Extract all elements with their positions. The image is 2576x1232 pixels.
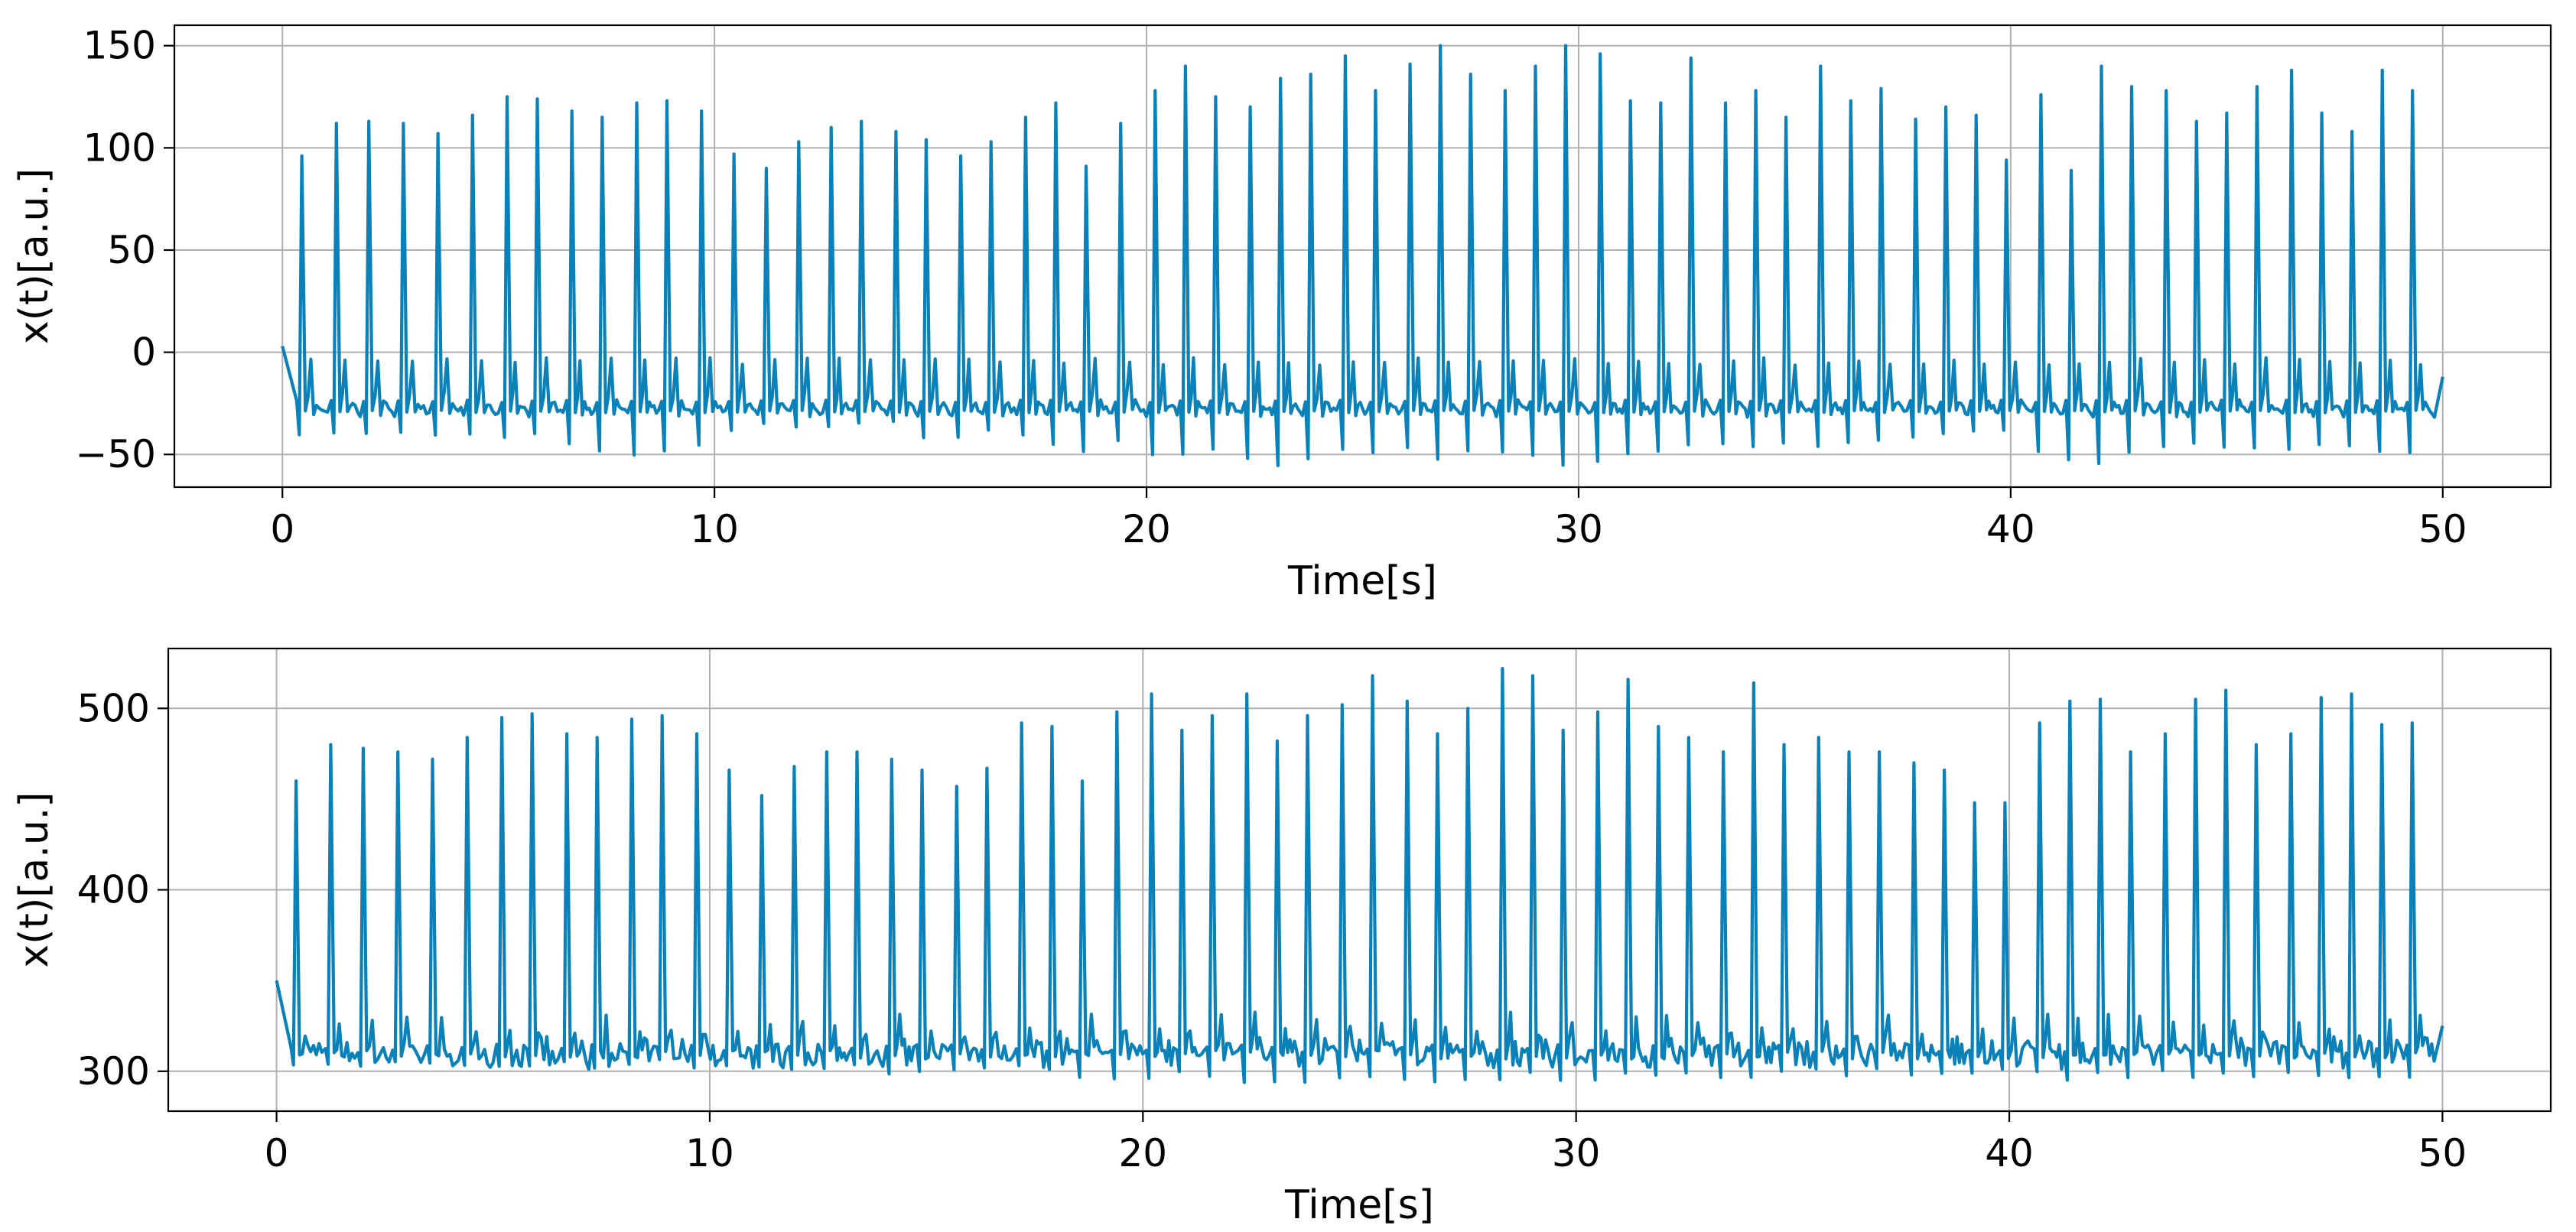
bottom-chart-y-axis-label: x(t)[a.u.] bbox=[11, 792, 57, 967]
bottom-chart-axes-frame bbox=[167, 647, 2552, 1113]
top-chart-x-axis-label: Time[s] bbox=[1287, 558, 1437, 604]
bottom-chart-grid bbox=[168, 649, 2551, 1111]
top-chart: 0 10 20 30 40 50 −50 0 50 100 150 Time[s] x(t)[a.… bbox=[11, 24, 2552, 604]
top-chart-y-tick-label: 100 bbox=[83, 125, 156, 170]
top-chart-x-tick-label: 0 bbox=[270, 507, 294, 551]
bottom-chart-signal-path bbox=[275, 667, 2444, 1084]
bottom-chart-x-tick-label: 0 bbox=[265, 1131, 289, 1175]
bottom-chart-x-ticks: 0 10 20 30 40 50 bbox=[265, 1111, 2467, 1175]
bottom-chart-series-line bbox=[275, 667, 2444, 1084]
bottom-chart-x-tick-label: 50 bbox=[2418, 1131, 2467, 1175]
top-chart-y-tick-label: 0 bbox=[132, 330, 156, 375]
bottom-chart-y-tick-label: 500 bbox=[77, 686, 150, 730]
top-chart-series-line bbox=[281, 44, 2444, 467]
bottom-chart-y-tick-label: 400 bbox=[77, 868, 150, 912]
top-chart-x-tick-label: 30 bbox=[1554, 507, 1603, 551]
bottom-chart: 0 10 20 30 40 50 300 400 500 Time[s] x(t)[a.u.] bbox=[11, 647, 2552, 1228]
top-chart-y-ticks: −50 0 50 100 150 bbox=[75, 24, 174, 476]
bottom-chart-x-tick-label: 30 bbox=[1552, 1131, 1601, 1175]
top-chart-x-ticks: 0 10 20 30 40 50 bbox=[270, 487, 2467, 551]
top-chart-y-tick-label: 150 bbox=[83, 24, 156, 68]
bottom-chart-x-tick-label: 10 bbox=[685, 1131, 734, 1175]
top-chart-y-axis-label: x(t)[a.u.] bbox=[11, 168, 57, 344]
top-chart-axes-frame bbox=[173, 24, 2552, 489]
top-chart-y-tick-label: 50 bbox=[107, 228, 156, 272]
bottom-chart-x-axis-label: Time[s] bbox=[1284, 1182, 1434, 1228]
bottom-chart-y-ticks: 300 400 500 bbox=[77, 686, 168, 1094]
bottom-chart-y-tick-label: 300 bbox=[77, 1049, 150, 1094]
top-chart-x-tick-label: 50 bbox=[2418, 507, 2467, 551]
top-chart-signal-path bbox=[281, 44, 2444, 467]
top-chart-x-tick-label: 20 bbox=[1122, 507, 1171, 551]
bottom-chart-x-tick-label: 20 bbox=[1119, 1131, 1168, 1175]
bottom-chart-x-tick-label: 40 bbox=[1985, 1131, 2034, 1175]
top-chart-x-tick-label: 10 bbox=[690, 507, 739, 551]
top-chart-y-tick-label: −50 bbox=[75, 432, 156, 476]
top-chart-x-tick-label: 40 bbox=[1986, 507, 2035, 551]
